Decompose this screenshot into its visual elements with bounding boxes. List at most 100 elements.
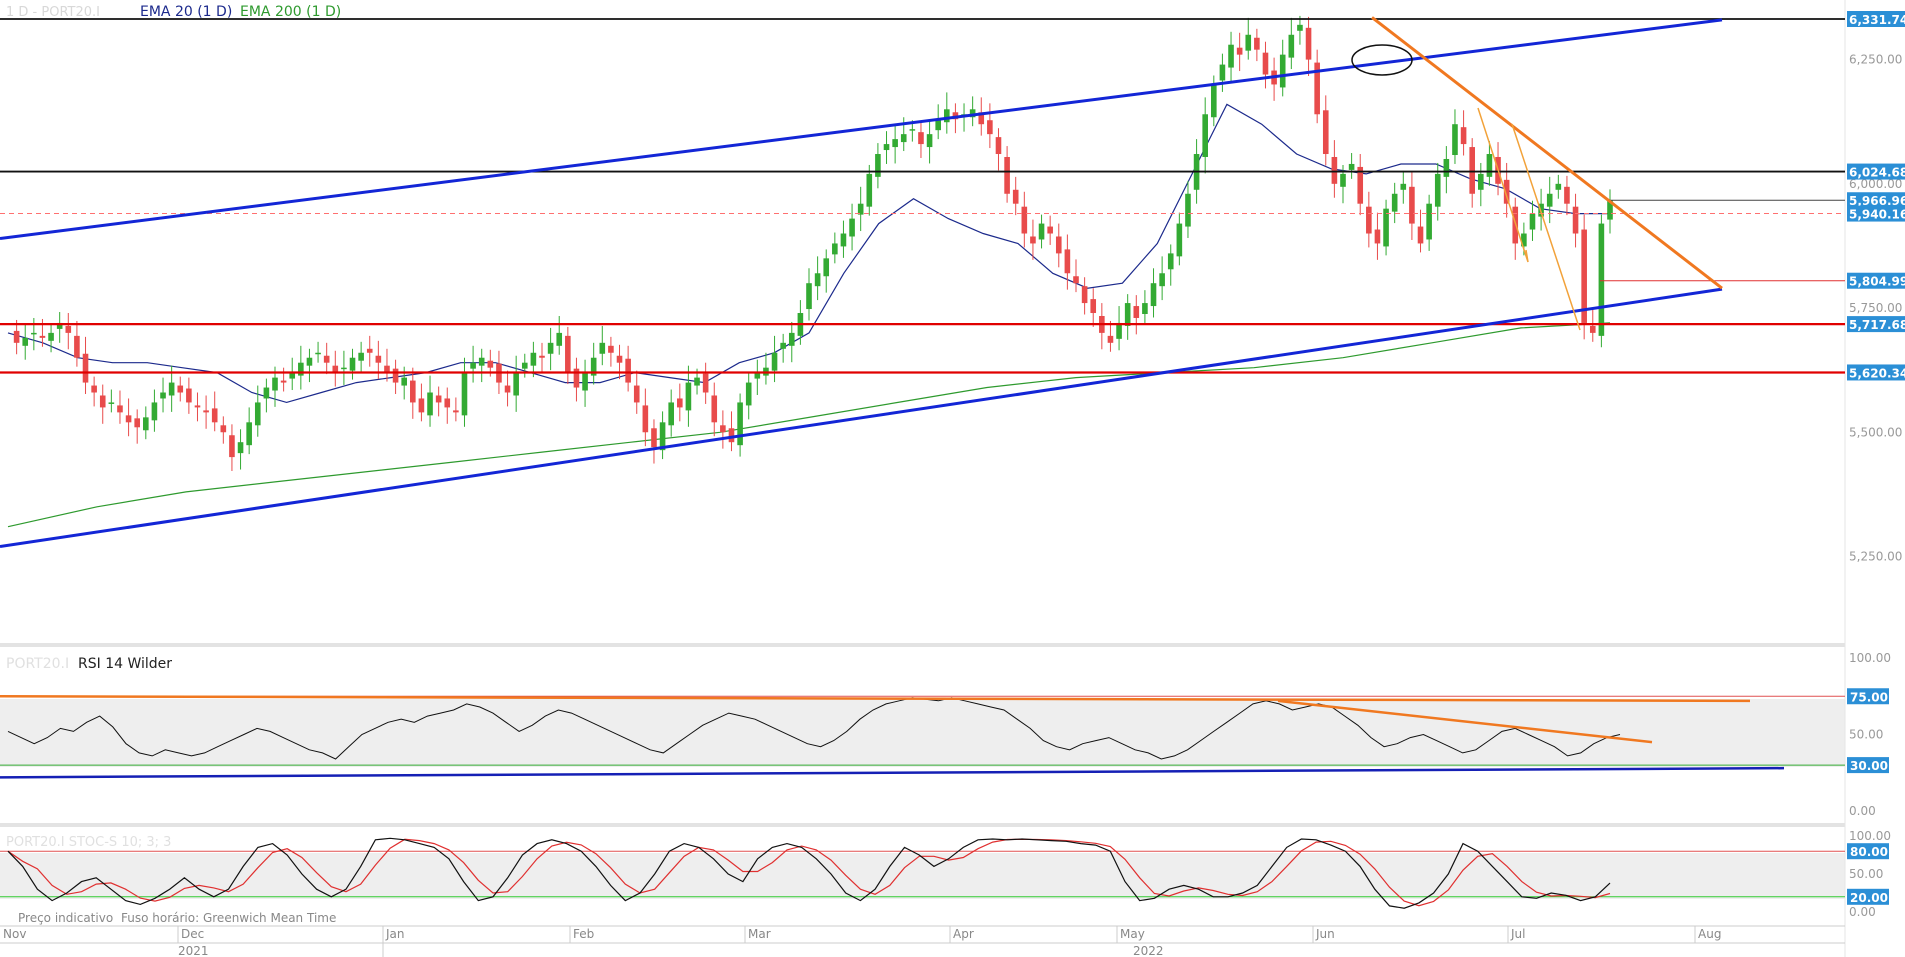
price-level-tag — [1847, 272, 1905, 289]
candle-body — [530, 352, 537, 366]
candle-body — [1529, 213, 1536, 230]
candle-body — [1245, 34, 1252, 51]
price-tick-label: 5,500.00 — [1849, 425, 1902, 439]
candle-body — [1374, 229, 1381, 244]
candle-body — [788, 332, 795, 346]
rsi-resistance-line — [0, 695, 1751, 703]
price-tick-label: 6,250.00 — [1849, 53, 1902, 67]
footer-note-timezone: Fuso horário: Greenwich Mean Time — [121, 911, 336, 925]
price-level-tag — [1847, 316, 1905, 333]
month-label: Jan — [385, 927, 405, 941]
ema200-line — [7, 322, 1611, 528]
candle-body — [1228, 44, 1234, 68]
price-level-tag — [1847, 205, 1905, 222]
candle-body — [91, 385, 97, 393]
candle-body — [926, 134, 933, 148]
price-level-text: 5,966.96 — [1849, 194, 1905, 208]
ema20-label: EMA 20 (1 D) — [140, 4, 232, 20]
candle-body — [306, 357, 313, 366]
candle-body — [280, 380, 287, 383]
price-tick-label: 6,000.00 — [1849, 177, 1902, 191]
candle-body — [944, 109, 950, 123]
candle-body — [659, 422, 666, 451]
candle-body — [82, 353, 89, 383]
month-label: Apr — [953, 927, 974, 941]
candle-body — [1081, 286, 1088, 304]
candle-body — [909, 129, 916, 131]
candle-body — [1478, 173, 1484, 190]
candle-body — [410, 380, 416, 403]
ema200-layer — [7, 322, 1611, 528]
candle-body — [1460, 127, 1467, 145]
arrow-line-2 — [1511, 123, 1581, 331]
candle-body — [1598, 223, 1605, 336]
stoch-k-line — [7, 837, 1611, 909]
price-level-tag — [1847, 192, 1905, 209]
candle-body — [56, 322, 63, 329]
trendlines-layer — [0, 16, 1723, 549]
candle-body — [513, 372, 519, 396]
candle-body — [453, 410, 459, 413]
candle-body — [1211, 84, 1217, 118]
candle-body — [1219, 64, 1226, 81]
candle-body — [1176, 223, 1183, 257]
candle-body — [995, 137, 1002, 155]
candle-body — [22, 337, 29, 346]
candle-body — [677, 398, 683, 408]
candle-body — [1236, 47, 1243, 55]
candle-body — [1443, 158, 1450, 177]
candle-body — [1357, 166, 1364, 204]
rsi-symbol-label: PORT20.I — [6, 656, 69, 672]
candle-body — [1564, 186, 1570, 204]
candle-body — [720, 425, 726, 433]
price-level-text: 6,331.74 — [1849, 13, 1905, 27]
rsi-level-text: 75.00 — [1850, 690, 1888, 704]
candle-body — [203, 410, 209, 413]
candle-body — [13, 330, 20, 343]
candle-body — [65, 325, 72, 333]
candle-body — [685, 382, 692, 411]
candle-body — [1202, 114, 1208, 157]
stoch-level-text: 20.00 — [1850, 891, 1888, 905]
price-level-text: 5,804.99 — [1849, 275, 1905, 289]
candle-body — [754, 372, 761, 379]
candle-body — [1107, 335, 1114, 343]
rsi-label: RSI 14 Wilder — [78, 656, 172, 672]
candle-body — [771, 352, 778, 371]
candle-body — [823, 258, 830, 277]
candle-body — [211, 408, 218, 423]
candle-body — [900, 134, 907, 143]
candle-body — [883, 144, 890, 151]
candle-body — [1452, 124, 1458, 156]
stoch-tick-label: 50.00 — [1849, 867, 1883, 881]
candle-body — [625, 358, 631, 383]
price-panel — [0, 0, 1845, 642]
candle-body — [168, 382, 175, 396]
candle-body — [582, 372, 588, 391]
ema200-label: EMA 200 (1 D) — [240, 4, 341, 20]
candle-body — [1090, 299, 1097, 314]
candle-body — [358, 352, 364, 361]
candle-body — [1314, 62, 1320, 115]
candle-body — [1167, 253, 1174, 270]
candle-body — [186, 388, 192, 403]
candle-body — [39, 335, 46, 338]
rsi-level-text: 30.00 — [1850, 759, 1888, 773]
candle-body — [1116, 322, 1122, 339]
candle-body — [220, 425, 227, 433]
downtrend-line — [1371, 16, 1723, 290]
candle-body — [48, 332, 54, 341]
candle-body — [461, 372, 468, 416]
stoch-level-tag — [1847, 888, 1889, 905]
candle-body — [1030, 236, 1036, 244]
symbol-label: 1 D - PORT20.I — [6, 5, 100, 20]
candle-body — [237, 442, 244, 454]
candle-body — [1391, 193, 1398, 212]
month-label: Mar — [748, 927, 771, 941]
price-level-text: 5,620.34 — [1849, 366, 1905, 380]
rsi-tick-label: 100.00 — [1849, 651, 1891, 665]
candle-body — [633, 385, 640, 403]
arrow-line-1 — [1477, 107, 1529, 263]
candle-body — [987, 120, 993, 135]
candle-body — [978, 112, 985, 125]
